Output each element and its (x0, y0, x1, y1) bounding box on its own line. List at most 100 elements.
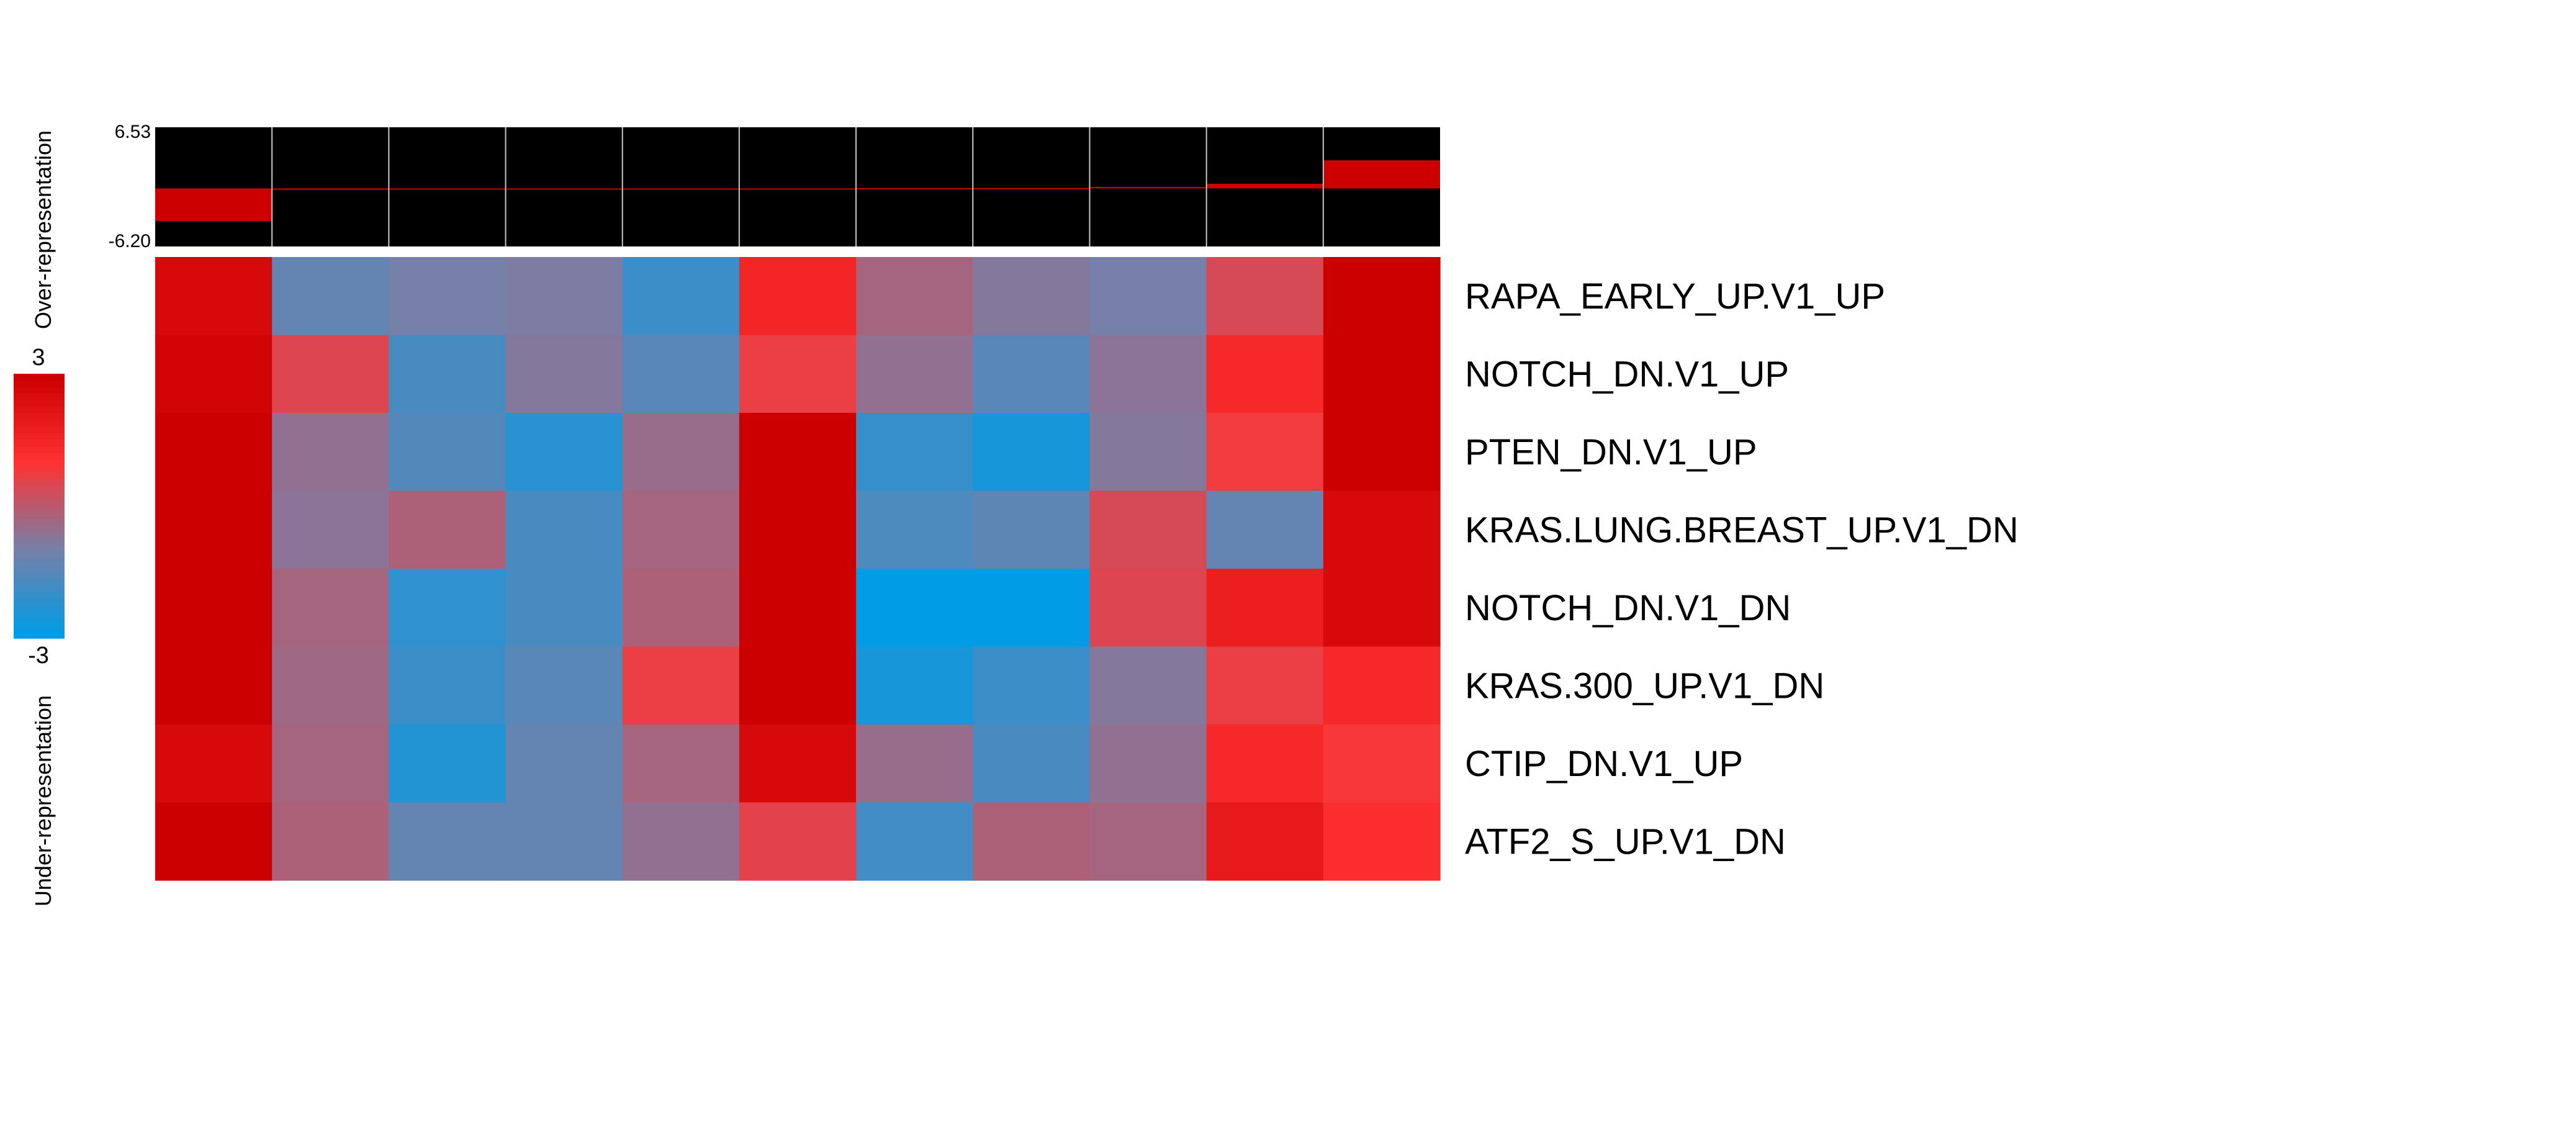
bar-panel-bar (505, 188, 623, 190)
color-legend-swatch (14, 393, 65, 401)
heatmap-cell (272, 335, 389, 413)
heatmap-cell (1323, 802, 1441, 881)
heatmap-cell (856, 335, 973, 413)
heatmap-cell (1089, 724, 1207, 803)
color-legend-swatch (14, 512, 65, 520)
color-legend-swatch (14, 631, 65, 639)
color-legend-swatch (14, 479, 65, 487)
color-legend-swatch (14, 605, 65, 613)
color-legend-swatch (14, 539, 65, 546)
color-legend-swatch (14, 618, 65, 626)
color-scale-max-label: 3 (32, 345, 45, 371)
color-legend-swatch (14, 446, 65, 454)
heatmap-cell (1323, 724, 1441, 803)
color-legend-swatch (14, 420, 65, 427)
heatmap-cell (622, 490, 740, 569)
heatmap-cell (973, 257, 1091, 336)
heatmap-cell (622, 802, 740, 881)
heatmap-cell (973, 646, 1091, 725)
heatmap-cell (155, 257, 272, 336)
heatmap-cell (1206, 490, 1324, 569)
heatmap-cell (856, 569, 973, 648)
bar-panel-cell (272, 127, 389, 246)
bar-panel-bar (155, 188, 272, 222)
row-label: NOTCH_DN.V1_UP (1465, 354, 1789, 394)
heatmap-cell (1206, 335, 1324, 413)
color-legend-swatch (14, 374, 65, 381)
heatmap-cell (1089, 569, 1207, 648)
heatmap-cell (739, 569, 857, 648)
heatmap-cell (505, 413, 623, 492)
heatmap-cell (272, 490, 389, 569)
heatmap-cell (272, 569, 389, 648)
heatmap-cell (155, 413, 272, 492)
color-scale-min-label: -3 (28, 643, 49, 669)
color-legend-swatch (14, 492, 65, 500)
heatmap-cell (389, 724, 507, 803)
color-legend-swatch (14, 407, 65, 414)
heatmap-cell (856, 646, 973, 725)
heatmap-cell (856, 490, 973, 569)
color-legend-swatch (14, 625, 65, 633)
bar-panel-min-label: -6.20 (109, 231, 151, 251)
heatmap-cell (505, 569, 623, 648)
heatmap-cell (973, 335, 1091, 413)
heatmap-cell (155, 646, 272, 725)
heatmap-cell (856, 413, 973, 492)
heatmap-cell (505, 724, 623, 803)
heatmap-cell (389, 802, 507, 881)
color-legend-swatch (14, 466, 65, 474)
heatmap-cell (622, 724, 740, 803)
heatmap-cell (505, 490, 623, 569)
heatmap-cell (622, 646, 740, 725)
heatmap-cell (1089, 335, 1207, 413)
color-legend-swatch (14, 387, 65, 394)
heatmap-cell (272, 413, 389, 492)
bar-panel-cell (505, 127, 623, 246)
bar-panel-max-label: 6.53 (115, 122, 151, 142)
heatmap-cell (739, 490, 857, 569)
color-legend-swatch (14, 472, 65, 481)
color-legend-swatch (14, 565, 65, 573)
bar-panel-cell (622, 127, 739, 246)
heatmap-grid (155, 257, 1441, 881)
bar-panel-bar (739, 188, 857, 190)
color-legend-swatch (14, 499, 65, 507)
heatmap-cell (1323, 569, 1441, 648)
color-legend-swatch (14, 585, 65, 593)
color-legend-swatch (14, 525, 65, 533)
heatmap-cell (272, 646, 389, 725)
heatmap-cell (155, 335, 272, 413)
heatmap-cell (1206, 569, 1324, 648)
heatmap-cell (973, 569, 1091, 648)
row-label: KRAS.300_UP.V1_DN (1465, 666, 1824, 706)
color-legend-swatch (14, 486, 65, 494)
heatmap-cell (389, 413, 507, 492)
bar-panel-bar (389, 188, 506, 190)
heatmap-cell (272, 257, 389, 336)
heatmap-cell (155, 490, 272, 569)
bar-panel-cell (856, 127, 973, 246)
color-legend-swatch (14, 552, 65, 559)
color-legend-swatch (14, 459, 65, 467)
heatmap-cell (1206, 257, 1324, 336)
bar-panel (155, 127, 1440, 246)
heatmap-cell (1089, 802, 1207, 881)
color-legend (14, 374, 65, 639)
heatmap-cell (1323, 257, 1441, 336)
row-label: KRAS.LUNG.BREAST_UP.V1_DN (1465, 510, 2019, 550)
color-legend-swatch (14, 572, 65, 579)
heatmap-cell (739, 802, 857, 881)
color-legend-swatch (14, 592, 65, 599)
bar-panel-cell (1089, 127, 1207, 246)
bar-panel-bar (973, 187, 1090, 189)
heatmap-cell (1089, 257, 1207, 336)
heatmap-cell (1206, 802, 1324, 881)
row-label: NOTCH_DN.V1_DN (1465, 588, 1791, 628)
heatmap-cell (856, 257, 973, 336)
heatmap-cell (505, 802, 623, 881)
heatmap-cell (1089, 490, 1207, 569)
heatmap-cell (739, 413, 857, 492)
heatmap-cell (856, 802, 973, 881)
